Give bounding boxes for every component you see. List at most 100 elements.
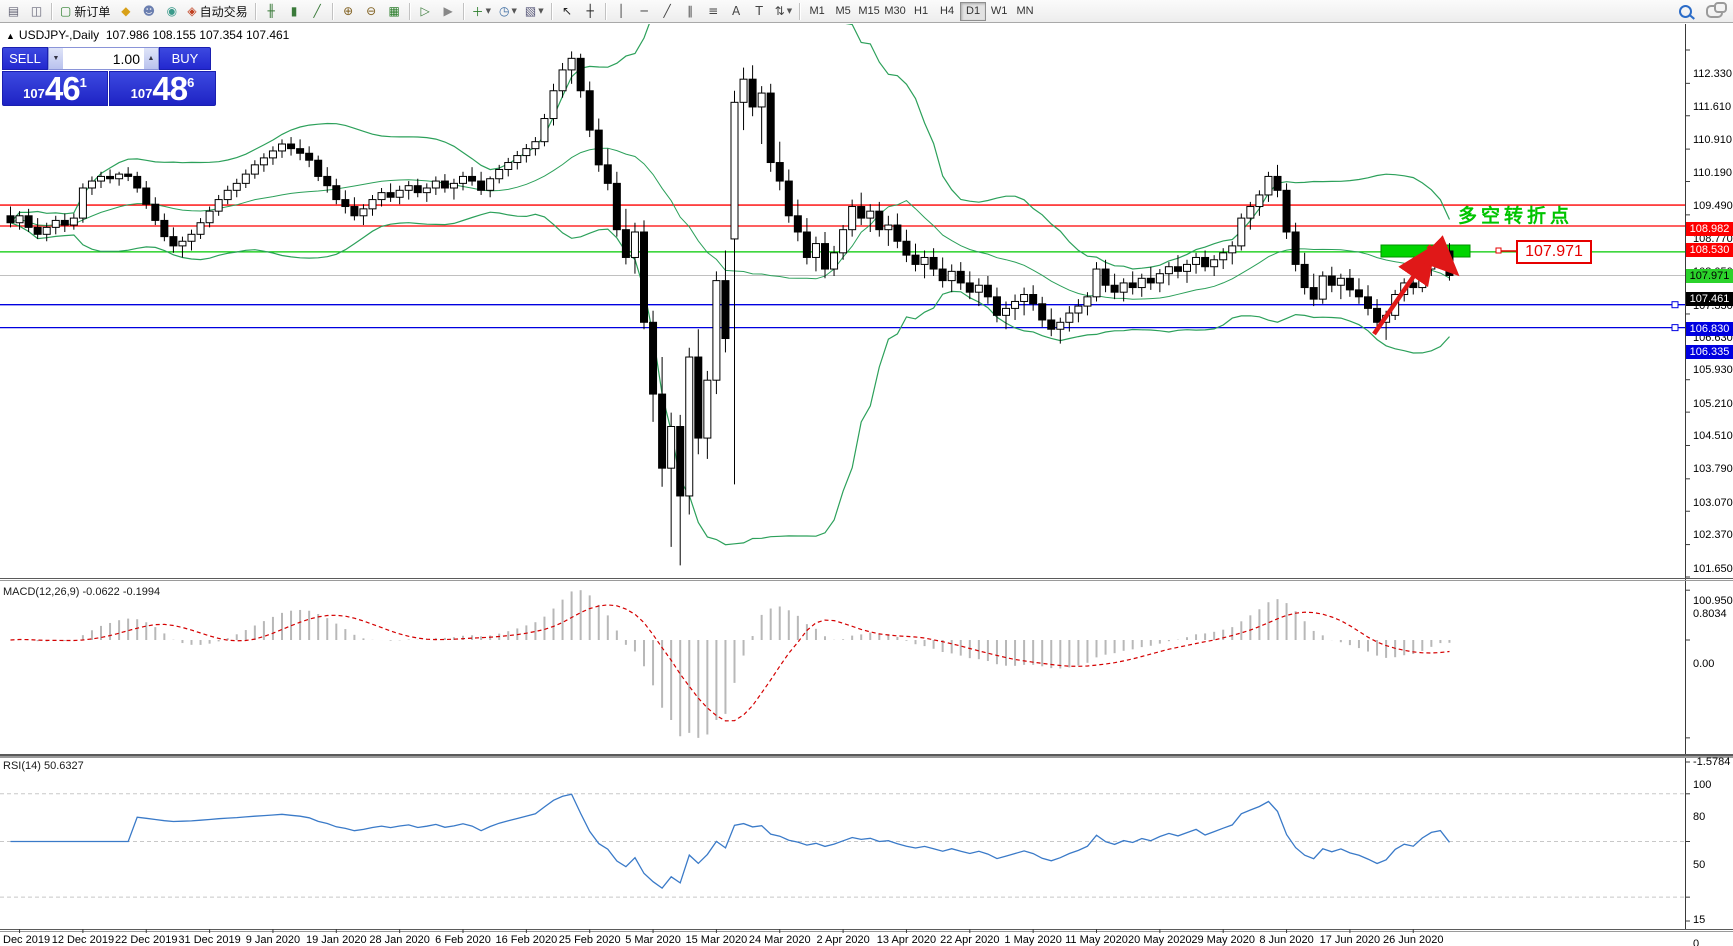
chart-window[interactable]: ▲ USDJPY-,Daily 107.986 108.155 107.354 1… (0, 24, 1733, 946)
candle-body (1192, 256, 1201, 265)
equidistant-channel-icon[interactable]: ∥ (680, 2, 701, 21)
candle-body (431, 180, 440, 189)
timeframe-h1-button[interactable]: H1 (914, 5, 929, 17)
horizontal-line-icon-glyph: ─ (640, 4, 648, 18)
candle-body (1418, 268, 1427, 289)
chart-window-icon[interactable]: ▤ (3, 2, 24, 21)
candle-body (621, 229, 630, 258)
candle-body (1373, 307, 1382, 323)
period-glyph: ◷ (499, 4, 510, 18)
buy-price-display[interactable]: 107 48 6 (109, 71, 216, 106)
candle-body (169, 236, 178, 247)
candle-body (513, 155, 522, 164)
candle-body (748, 78, 757, 108)
arrows-tool-icon[interactable]: ⇅ ▼ (772, 2, 795, 21)
candle-body (1101, 268, 1110, 286)
candle-body (6, 215, 15, 224)
chart-shift-icon[interactable]: ▷ (415, 2, 436, 21)
signal-icon[interactable]: ◉ (161, 2, 182, 21)
candle-body (51, 219, 60, 228)
timeframe-m30-button[interactable]: M30 (884, 5, 906, 17)
candle-body (938, 268, 947, 282)
volume-input[interactable] (63, 48, 144, 69)
candle-body (640, 231, 648, 323)
period-button[interactable]: ◷ ▼ (496, 2, 520, 21)
candle-body (359, 208, 368, 217)
zoom-in-button[interactable]: ⊕ (338, 2, 359, 21)
chart-autoscroll-icon[interactable]: ▶ (438, 2, 459, 21)
volume-decrease-button[interactable]: ▼ (49, 48, 63, 69)
candle-body (106, 175, 115, 180)
cursor-icon[interactable]: ↖ (557, 2, 578, 21)
bar-chart-type-icon-glyph: ╫ (267, 4, 275, 18)
price-chart-canvas[interactable] (0, 24, 1733, 946)
new-order-button[interactable]: ▢ 新订单 (57, 2, 113, 21)
buy-button[interactable]: BUY (159, 47, 211, 70)
rsi-line (10, 793, 1451, 889)
support-agent-icon[interactable]: ☻ (138, 2, 159, 21)
zoom-out-glyph: ⊖ (366, 4, 377, 18)
horizontal-line-icon[interactable]: ─ (634, 2, 655, 21)
fibonacci-icon[interactable]: ≡ (703, 2, 724, 21)
timeframe-mn-button[interactable]: MN (1016, 5, 1034, 17)
text-tool-icon[interactable]: A (726, 2, 747, 21)
tile-windows-icon[interactable]: ▦ (384, 2, 405, 21)
sell-button[interactable]: SELL (2, 47, 48, 70)
candle-body (1047, 319, 1056, 330)
candle-body (241, 173, 250, 184)
candle-body (1065, 312, 1074, 323)
candle-body (1164, 266, 1173, 275)
candle-body (531, 141, 540, 150)
auto-trading-button[interactable]: ◈ 自动交易 (184, 2, 250, 21)
timeframe-h4-button[interactable]: H4 (940, 5, 955, 17)
text-label-icon[interactable]: T (749, 2, 770, 21)
candle-body (775, 162, 784, 182)
line-chart-type-icon-glyph: ╱ (313, 4, 321, 18)
candle-body (1336, 277, 1345, 286)
bar-chart-type-icon[interactable]: ╫ (261, 2, 282, 21)
trendline-icon[interactable]: ╱ (657, 2, 678, 21)
candlestick-chart-type-icon[interactable]: ▮ (284, 2, 305, 21)
candle-body (649, 321, 658, 395)
candle-body (630, 231, 639, 258)
candle-body (314, 159, 323, 177)
volume-increase-button[interactable]: ▲ (144, 48, 158, 69)
chat-icon[interactable] (1706, 1, 1727, 18)
chevron-down-icon: ▼ (511, 7, 517, 15)
crosshair-icon[interactable]: ┼ (580, 2, 601, 21)
timeframe-m5-button[interactable]: M5 (835, 5, 851, 17)
candle-body (766, 92, 775, 164)
toolbar-separator (408, 2, 411, 20)
equidistant-channel-icon-glyph: ∥ (687, 4, 694, 18)
gold-ingot-icon[interactable]: ◆ (115, 2, 136, 21)
vertical-line-icon[interactable]: │ (611, 2, 632, 21)
sell-price-display[interactable]: 107 46 1 (2, 71, 108, 106)
price-tag-anchor (1495, 247, 1502, 254)
trendline-icon-glyph: ╱ (663, 4, 671, 18)
candle-body (1029, 294, 1038, 305)
bollinger-lower-band (10, 211, 1450, 546)
chart-preview-icon[interactable]: ◫ (26, 2, 47, 21)
templates-button[interactable]: ▧ ▼ (522, 2, 547, 21)
candle-body (911, 254, 920, 265)
timeframe-w1-button[interactable]: W1 (990, 5, 1008, 17)
search-icon[interactable] (1679, 4, 1692, 18)
zoom-in-glyph: ⊕ (343, 4, 354, 18)
line-chart-type-icon[interactable]: ╱ (307, 2, 328, 21)
support-agent-icon-glyph: ☻ (142, 4, 156, 18)
new-order-button-label: 新订单 (74, 4, 111, 19)
candle-body (305, 152, 314, 161)
candle-body (350, 206, 359, 217)
candle-body (160, 219, 169, 238)
candle-body (486, 178, 495, 191)
timeframe-m15-button[interactable]: M15 (858, 5, 880, 17)
timeframe-m1-button[interactable]: M1 (809, 5, 825, 17)
timeframe-d1-button[interactable]: D1 (960, 1, 987, 21)
red-trend-arrow (1417, 235, 1460, 277)
candle-body (1146, 277, 1155, 284)
indicators-button[interactable]: ＋ ▼ (469, 2, 494, 21)
zoom-out-button[interactable]: ⊖ (361, 2, 382, 21)
hline-handle (1671, 301, 1679, 309)
